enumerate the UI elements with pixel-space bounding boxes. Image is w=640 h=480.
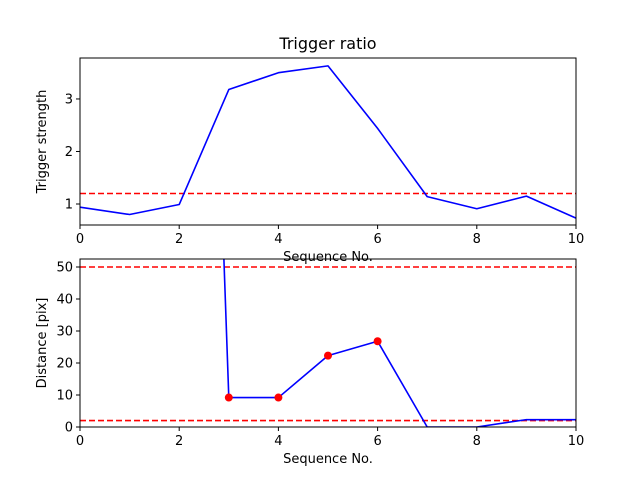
y-tick-label: 30 [56,325,73,340]
x-tick-label: 4 [274,434,282,449]
y-tick-label: 50 [56,261,73,276]
y-tick-label: 0 [65,421,73,436]
chart-title: Trigger ratio [278,34,376,53]
x-tick-label: 4 [274,232,282,247]
x-tick-label: 2 [175,434,183,449]
data-point-marker [224,393,233,402]
series-line [80,65,576,219]
axes-frame [79,57,577,226]
x-axis-label: Sequence No. [283,452,373,467]
x-tick-label: 10 [568,232,585,247]
y-axis-label: Trigger strength [35,90,50,195]
x-axis-label: Sequence No. [283,250,373,265]
data-point-marker [373,337,382,346]
y-tick-label: 1 [65,197,73,212]
y-tick-label: 2 [65,145,73,160]
y-tick-label: 40 [56,293,73,308]
data-point-marker [274,393,283,402]
x-tick-label: 0 [76,232,84,247]
y-tick-label: 10 [56,389,73,404]
x-tick-label: 2 [175,232,183,247]
y-tick-label: 20 [56,357,73,372]
y-axis-label: Distance [pix] [35,298,50,389]
x-tick-label: 6 [373,232,381,247]
bottom-chart: 0 2 4 6 8 10 0 10 20 30 40 50 Sequence No. Distance [… [35,258,585,467]
x-tick-label: 8 [473,434,481,449]
x-tick-label: 0 [76,434,84,449]
y-tick-label: 3 [65,92,73,107]
x-tick-label: 10 [568,434,585,449]
axes-frame [79,258,577,428]
data-point-marker [324,351,332,360]
x-tick-label: 8 [473,232,481,247]
series-line [223,259,576,427]
x-tick-label: 6 [373,434,381,449]
